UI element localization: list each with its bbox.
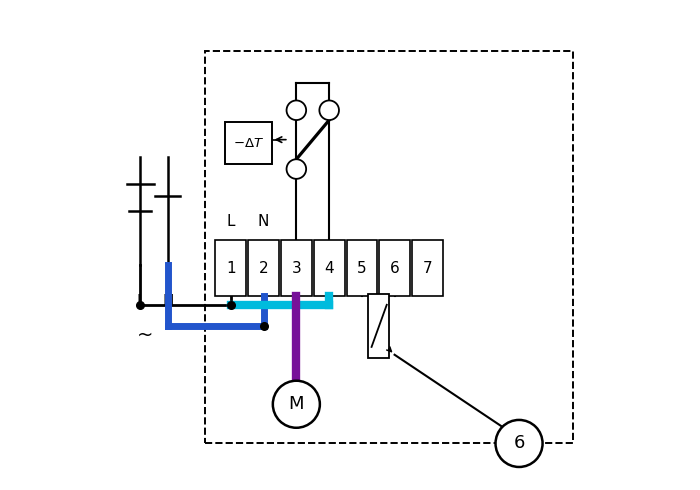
Text: $-\Delta T$: $-\Delta T$ <box>233 137 264 150</box>
Text: ~: ~ <box>137 326 153 345</box>
Text: 3: 3 <box>291 261 301 276</box>
Text: 1: 1 <box>226 261 235 276</box>
Bar <box>206 51 573 443</box>
Bar <box>216 240 246 296</box>
Circle shape <box>286 100 306 120</box>
Circle shape <box>319 100 339 120</box>
Bar <box>412 240 443 296</box>
Bar <box>248 240 279 296</box>
Circle shape <box>286 159 306 179</box>
Text: 5: 5 <box>357 261 367 276</box>
Text: 2: 2 <box>259 261 268 276</box>
Text: N: N <box>258 214 270 229</box>
Bar <box>281 240 312 296</box>
Text: L: L <box>136 294 144 309</box>
Text: N: N <box>162 294 174 309</box>
Bar <box>225 122 272 164</box>
Text: 6: 6 <box>390 261 400 276</box>
Text: M: M <box>288 395 304 413</box>
Bar <box>368 294 388 358</box>
Text: 6: 6 <box>513 435 525 452</box>
Circle shape <box>273 381 320 428</box>
Bar <box>314 240 344 296</box>
Circle shape <box>496 420 542 467</box>
Text: L: L <box>226 214 235 229</box>
Bar <box>379 240 410 296</box>
Text: 7: 7 <box>423 261 433 276</box>
Text: 4: 4 <box>324 261 334 276</box>
Bar <box>346 240 377 296</box>
